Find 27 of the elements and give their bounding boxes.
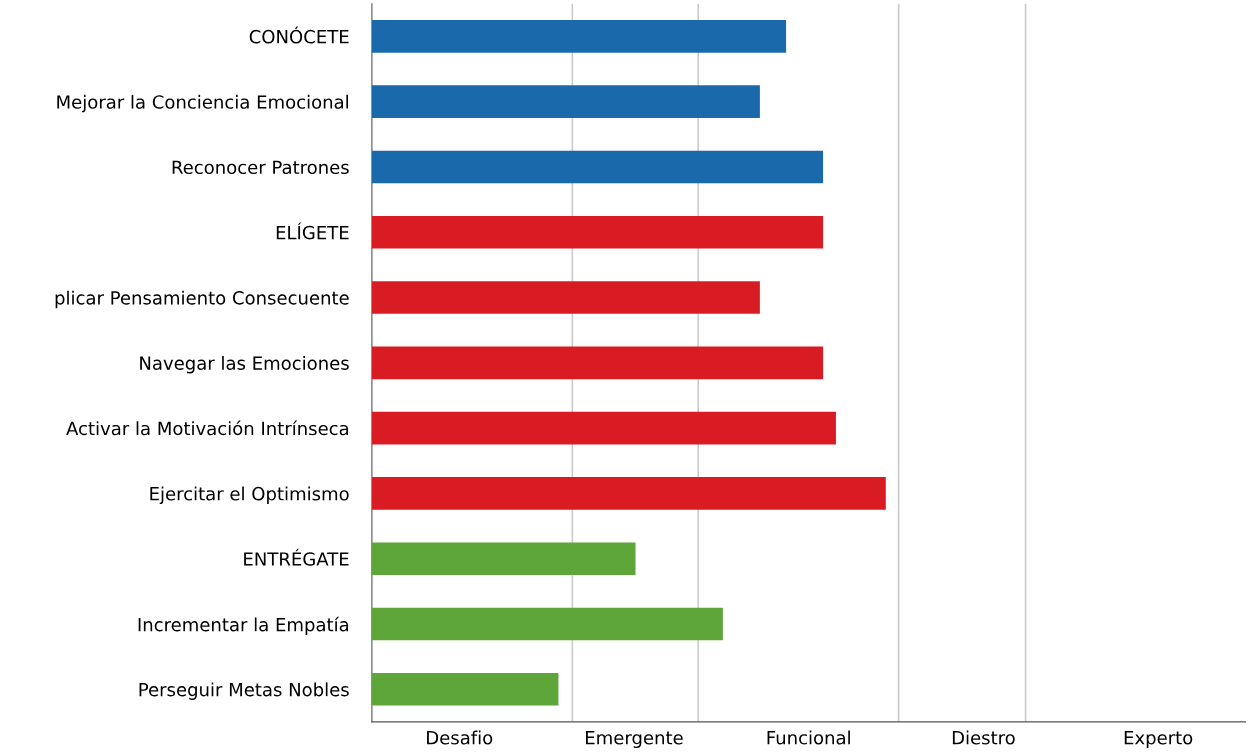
- bar: [371, 672, 559, 706]
- y-tick-label: CONÓCETE: [249, 26, 349, 44]
- text: Desafio: [427, 730, 493, 745]
- bar: [371, 215, 824, 249]
- y-tick-label: Reconocer Patrones: [172, 160, 349, 175]
- bar: [371, 607, 723, 641]
- y-tick-label: ELÍGETE: [276, 222, 349, 240]
- bar: [371, 346, 824, 380]
- y-tick-label: Ejercitar el Optimismo: [150, 486, 349, 505]
- y-tick-label: Mejorar la Conciencia Emocional: [57, 94, 348, 113]
- bar: [371, 85, 760, 119]
- text: Diestro: [952, 730, 1015, 745]
- text: Experto: [1124, 731, 1193, 749]
- y-tick-label: Perseguir Metas Nobles: [139, 682, 349, 700]
- bar: [371, 411, 836, 445]
- bar: [371, 477, 886, 510]
- y-tick-label: Activar la Motivación Intrínseca: [66, 420, 349, 436]
- bar: [371, 542, 636, 576]
- bar: [371, 20, 787, 53]
- y-tick-label: Navegar las Emociones: [140, 355, 349, 374]
- text: Emergente: [586, 731, 683, 749]
- bar: [371, 281, 760, 314]
- text: Funcional: [767, 730, 850, 745]
- y-tick-label: plicar Pensamiento Consecuente: [55, 290, 349, 309]
- y-tick-label: Incrementar la Empatía: [138, 616, 349, 635]
- y-tick-label: ENTRÉGATE: [244, 548, 349, 566]
- bar: [371, 150, 824, 184]
